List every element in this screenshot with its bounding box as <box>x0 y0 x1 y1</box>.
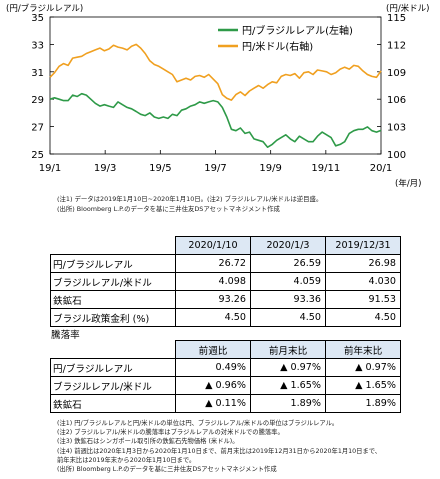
row-label: 円/ブラジルレアル <box>50 254 176 273</box>
table-row: 鉄鉱石 ▲ 0.11% 1.89% 1.89% <box>50 394 401 413</box>
change-rate-table: 前週比 前月末比 前年末比 円/ブラジルレアル 0.49% ▲ 0.97% ▲ … <box>50 340 401 413</box>
x-tick-label: 20/1 <box>370 163 392 174</box>
table-header-row: 2020/1/10 2020/1/3 2019/12/31 <box>50 236 401 255</box>
cell-value: 26.98 <box>325 254 401 273</box>
cell-value: 1.89% <box>250 394 326 413</box>
table-note: (注1) 円/ブラジルレアルと円/米ドルの単位は円、ブラジルレアル/米ドルの単位… <box>57 420 339 427</box>
row-label: ブラジル政策金利 (%) <box>50 308 176 327</box>
row-label: ブラジルレアル/米ドル <box>50 272 176 291</box>
left-tick-label: 25 <box>31 150 44 161</box>
x-tick-label: 19/5 <box>149 163 171 174</box>
table-row: ブラジル政策金利 (%) 4.50 4.50 4.50 <box>50 308 401 327</box>
table-header-row: 前週比 前月末比 前年末比 <box>50 340 401 359</box>
table-note-source: (出所) Bloomberg L.P.のデータを基に三井住友DSアセットマネジメ… <box>57 466 277 474</box>
cell-value: 0.49% <box>175 358 251 377</box>
left-tick-label: 35 <box>31 13 44 24</box>
table-note: (注3) 鉄鉱石はシンガポール取引所の鉄鉱石先物価格 (米ドル)。 <box>57 438 239 446</box>
cell-value: 93.36 <box>250 290 326 309</box>
cell-value: ▲ 0.11% <box>175 394 251 413</box>
right-tick-label: 109 <box>387 68 406 79</box>
right-tick-label: 115 <box>387 13 406 24</box>
series-line-jpy-usd <box>49 43 382 101</box>
column-header: 前週比 <box>175 340 251 359</box>
cell-value: 91.53 <box>325 290 401 309</box>
left-tick-label: 33 <box>31 40 44 51</box>
cell-value: ▲ 0.96% <box>175 376 251 395</box>
right-tick-label: 103 <box>387 123 406 134</box>
table-row: ブラジルレアル/米ドル ▲ 0.96% ▲ 1.65% ▲ 1.65% <box>50 376 401 395</box>
legend-label-brl: 円/ブラジルレアル(左軸) <box>242 24 353 37</box>
cell-value: 4.098 <box>175 272 251 291</box>
chart-note-source: (出所) Bloomberg L.P.のデータを基に三井住友DSアセットマネジメ… <box>57 205 280 213</box>
cell-value: 1.89% <box>325 394 401 413</box>
x-tick-label: 19/7 <box>204 163 226 174</box>
market-levels-table: 2020/1/10 2020/1/3 2019/12/31 円/ブラジルレアル … <box>50 236 401 327</box>
row-label: 円/ブラジルレアル <box>50 358 176 377</box>
cell-value: 4.030 <box>325 272 401 291</box>
cell-value: 4.059 <box>250 272 326 291</box>
line-chart: (円/ブラジルレアル) (円/米ドル) 35 33 31 29 27 25 115 112 1… <box>6 3 430 189</box>
left-axis-label: (円/ブラジルレアル) <box>6 3 83 14</box>
x-unit-label: (年/月) <box>395 178 422 189</box>
legend-label-usd: 円/米ドル(右軸) <box>242 40 313 53</box>
cell-value: ▲ 1.65% <box>325 376 401 395</box>
x-tick-label: 19/1 <box>39 163 61 174</box>
right-tick-label: 112 <box>387 40 406 51</box>
column-header: 2020/1/3 <box>250 236 326 255</box>
column-header: 2020/1/10 <box>175 236 251 255</box>
cell-value: 4.50 <box>325 308 401 327</box>
row-label: ブラジルレアル/米ドル <box>50 376 176 395</box>
chart-note-1: (注1) データは2019年1月10日~2020年1月10日。(注2) ブラジル… <box>57 195 323 203</box>
x-tick-label: 19/11 <box>311 163 340 174</box>
table-notes: (注1) 円/ブラジルレアルと円/米ドルの単位は円、ブラジルレアル/米ドルの単位… <box>57 419 381 474</box>
cell-value: 93.26 <box>175 290 251 309</box>
right-axis-label: (円/米ドル) <box>386 3 430 14</box>
table-row: 鉄鉱石 93.26 93.36 91.53 <box>50 290 401 309</box>
legend: 円/ブラジルレアル(左軸) 円/米ドル(右軸) <box>218 24 353 53</box>
cell-value: ▲ 1.65% <box>250 376 326 395</box>
cell-value: 26.59 <box>250 254 326 273</box>
row-label: 鉄鉱石 <box>50 290 176 309</box>
cell-value: ▲ 0.97% <box>325 358 401 377</box>
left-tick-label: 27 <box>31 123 44 134</box>
x-tick-label: 19/3 <box>94 163 116 174</box>
table-row: ブラジルレアル/米ドル 4.098 4.059 4.030 <box>50 272 401 291</box>
x-tick-label: 19/9 <box>259 163 281 174</box>
column-header: 2019/12/31 <box>325 236 401 255</box>
table-note: (注2) ブラジルレアル/米ドルの騰落率はブラジルレアルの対米ドルでの騰落率。 <box>57 429 284 437</box>
right-tick-label: 106 <box>387 95 406 106</box>
left-tick-label: 31 <box>31 68 44 79</box>
table-row: 円/ブラジルレアル 26.72 26.59 26.98 <box>50 254 401 273</box>
plot-frame <box>49 16 382 155</box>
cell-value: 4.50 <box>175 308 251 327</box>
cell-value: 26.72 <box>175 254 251 273</box>
row-label: 鉄鉱石 <box>50 394 176 413</box>
cell-value: ▲ 0.97% <box>250 358 326 377</box>
change-rate-title: 騰落率 <box>51 330 80 341</box>
left-tick-label: 29 <box>31 95 44 106</box>
column-header: 前年末比 <box>325 340 401 359</box>
table-note: 前年末比は2019年末から2020年1月10日まで。 <box>57 456 196 464</box>
cell-value: 4.50 <box>250 308 326 327</box>
series-line-jpy-brl <box>49 92 382 148</box>
right-tick-label: 100 <box>387 150 406 161</box>
column-header: 前月末比 <box>250 340 326 359</box>
table-row: 円/ブラジルレアル 0.49% ▲ 0.97% ▲ 0.97% <box>50 358 401 377</box>
table-note: (注4) 前週比は2020年1月3日から2020年1月10日まで、前月末比は20… <box>57 447 382 455</box>
